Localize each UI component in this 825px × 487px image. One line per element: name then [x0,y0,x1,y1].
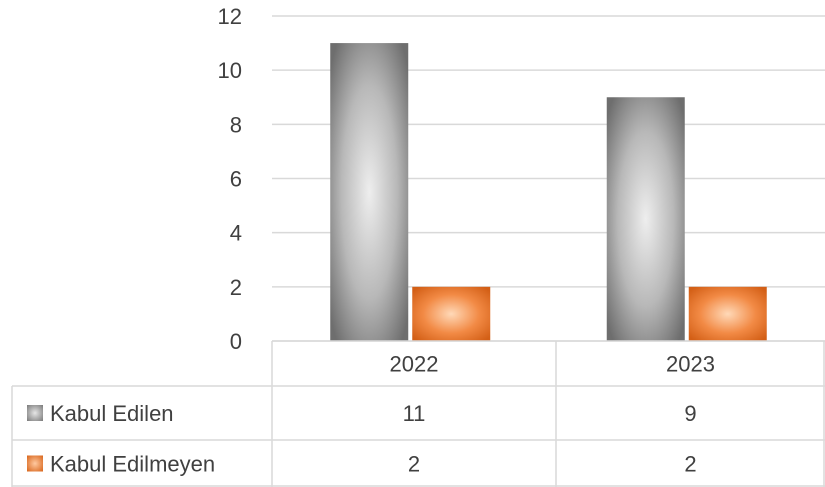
y-tick-label: 6 [230,167,242,192]
data-table-value: 11 [403,401,426,426]
bars [330,43,767,341]
data-table-value: 2 [684,452,696,477]
y-tick-label: 2 [230,275,242,300]
y-tick-label: 10 [218,58,242,83]
y-tick-label: 4 [230,221,242,246]
legend-label: Kabul Edilmeyen [50,452,215,477]
data-table-value: 2 [408,452,420,477]
y-tick-label: 12 [218,4,242,29]
bar-kabul-edilmeyen-2023 [688,286,767,341]
legend-swatch [27,405,43,421]
y-tick-label: 8 [230,112,242,137]
y-axis-ticks: 0 2 4 6 8 10 12 [218,4,242,354]
bar-kabul-edilen-2023 [606,97,685,341]
data-table: 2022 2023 Kabul Edilen 11 9 Kabul Edilmeyen 2 2 [11,340,825,487]
x-tick-label: 2023 [666,352,715,377]
legend-swatch [27,455,43,472]
bar-kabul-edilmeyen-2022 [412,286,491,341]
data-table-value: 9 [684,401,696,426]
x-tick-label: 2022 [390,352,439,377]
legend-label: Kabul Edilen [50,401,174,426]
bar-kabul-edilen-2022 [330,43,409,341]
y-tick-label: 0 [230,329,242,354]
